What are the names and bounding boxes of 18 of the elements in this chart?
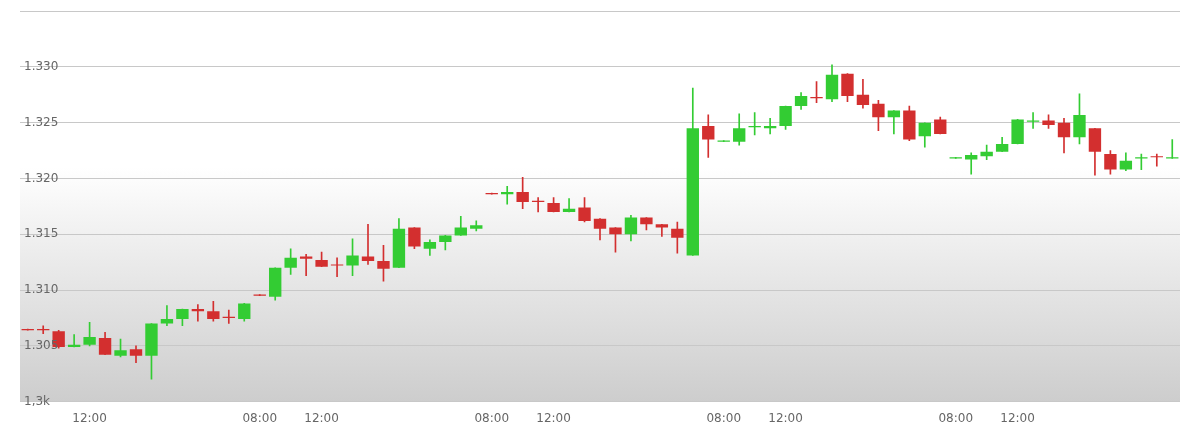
x-tick-label: 12:00 [768, 410, 803, 425]
y-tick-label: 1,3k [24, 393, 51, 408]
y-tick-label: 1.310 [24, 282, 59, 297]
y-tick-label: 1.320 [24, 170, 59, 185]
candlestick [160, 305, 174, 327]
x-tick-label: 12:00 [536, 410, 571, 425]
x-tick-label: 08:00 [938, 410, 974, 425]
x-tick-label: 12:00 [72, 410, 107, 425]
y-tick-label: 1.330 [24, 59, 59, 74]
x-tick-label: 08:00 [706, 410, 742, 425]
y-tick-label: 1.305 [24, 337, 59, 352]
x-tick-label: 12:00 [304, 410, 339, 425]
y-tick-label: 1.325 [24, 114, 59, 129]
x-tick-label: 08:00 [242, 410, 278, 425]
x-tick-label: 08:00 [474, 410, 510, 425]
y-tick-label: 1.315 [24, 226, 59, 241]
candlestick [330, 257, 344, 277]
x-tick-label: 12:00 [1000, 410, 1035, 425]
